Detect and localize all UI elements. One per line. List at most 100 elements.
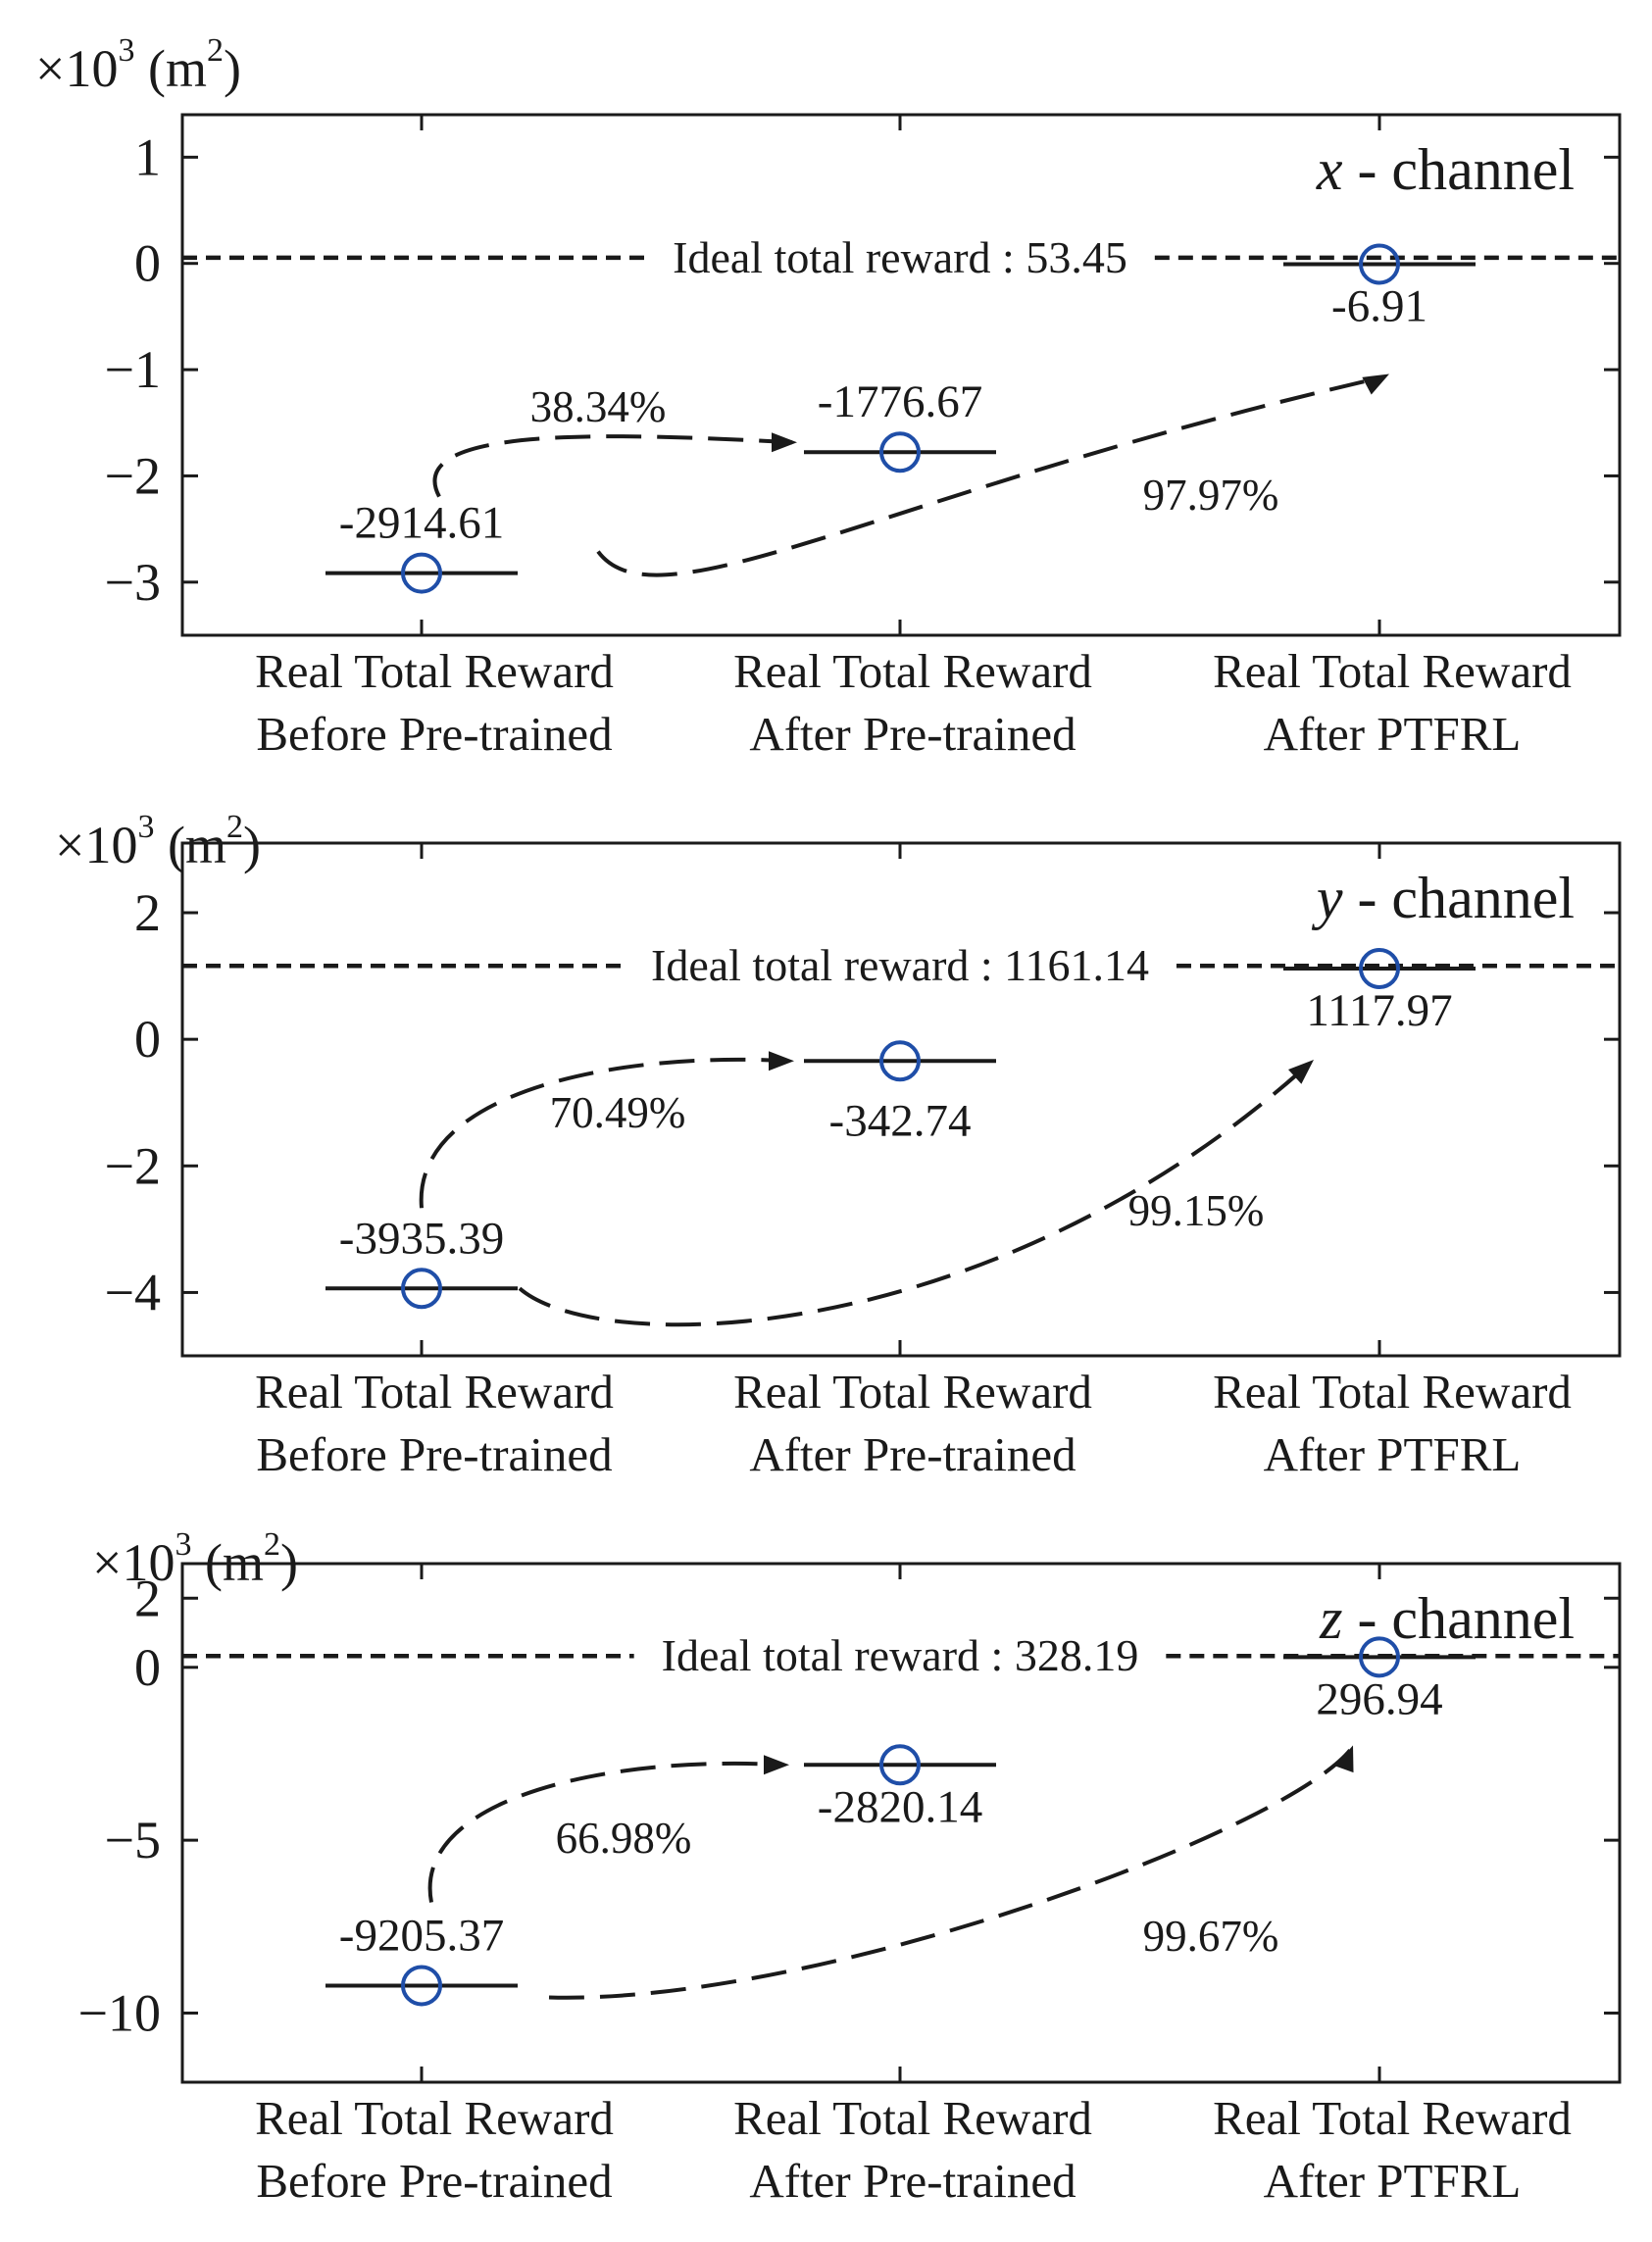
improvement-percent-label: 38.34% [530,382,667,431]
x-tick-label: After Pre-trained [749,2154,1076,2208]
channel-var: x [1316,137,1343,202]
unit-prefix: ×10 [55,816,137,874]
y-tick-label: 1 [134,127,161,186]
arrowhead [1334,1745,1354,1773]
improvement-arrow [596,374,1385,577]
y-tick-label: −1 [105,340,161,399]
y-tick-label: −5 [105,1811,161,1869]
reward-value-label: -6.91 [1331,280,1427,331]
x-tick-label: After Pre-trained [749,707,1076,761]
reward-point [879,431,921,473]
reward-point [1359,243,1400,285]
channel-var: z [1319,1586,1342,1651]
unit-suffix: ) [280,1533,298,1592]
improvement-percent-label: 70.49% [550,1088,686,1137]
unit-mid: (m [134,39,207,98]
reward-value-label: 296.94 [1316,1673,1442,1724]
panel-y: 2 0 −2 −4 Real Total Reward Before Pre-traine… [55,809,1622,1481]
reward-value-label: -9205.37 [339,1910,504,1961]
y-tick-label: 0 [134,1010,161,1069]
unit-mid: (m [191,1533,264,1592]
panel-x: 1 0 −1 −2 −3 Real Total Reward Before Pre-trai… [35,32,1622,761]
arrowhead [764,1755,789,1775]
improvement-arrow [432,434,793,498]
y-tick-label: −3 [105,553,161,612]
reward-point [401,552,442,594]
unit-exponent: 3 [175,1526,191,1563]
unit-exponent: 3 [118,32,134,69]
arrowhead [772,432,797,453]
improvement-arrow [427,1761,783,1903]
reward-value-label: 1117.97 [1306,985,1452,1036]
channel-var: y [1311,866,1343,930]
unit-prefix: ×10 [92,1533,175,1592]
y-tick-label: −4 [105,1263,161,1321]
y-tick-label: 2 [134,1569,161,1627]
improvement-percent-label: 66.98% [556,1814,692,1863]
unit-exponent2: 2 [207,32,224,69]
y-tick-label: −2 [105,1136,161,1195]
x-tick-label: After PTFRL [1264,707,1522,761]
x-tick-label: Real Total Reward [733,1365,1092,1419]
unit-exponent2: 2 [226,809,243,845]
y-unit-label: ×103 (m2) [55,809,261,874]
x-tick-label: Real Total Reward [733,2091,1092,2145]
reward-value-label: -2820.14 [818,1781,982,1832]
improvement-arrow [518,1065,1308,1327]
x-tick-label: Real Total Reward [1213,644,1572,698]
y-tick-label: 0 [134,234,161,293]
unit-mid: (m [154,816,226,874]
x-tick-label: After PTFRL [1264,1427,1522,1481]
arrowhead [769,1051,794,1071]
ideal-reward-label: Ideal total reward : 328.19 [662,1630,1139,1680]
channel-title: y - channel [1311,866,1575,930]
x-tick-label: Before Pre-trained [256,2154,612,2208]
x-tick-label: Real Total Reward [1213,1365,1572,1419]
y-tick-label: −10 [78,1983,161,2042]
y-tick-label: 0 [134,1638,161,1697]
x-tick-label: Real Total Reward [733,644,1092,698]
improvement-percent-label: 97.97% [1143,471,1279,520]
arrowhead [1362,374,1389,395]
x-tick-label: Real Total Reward [1213,2091,1572,2145]
reward-point [401,1268,442,1310]
x-tick-label: Before Pre-trained [256,1427,612,1481]
reward-value-label: -3935.39 [339,1213,504,1264]
unit-exponent: 3 [137,809,154,845]
y-unit-label: ×103 (m2) [35,32,241,98]
x-tick-label: Before Pre-trained [256,707,612,761]
improvement-percent-label: 99.15% [1128,1186,1265,1235]
channel-title: x - channel [1316,137,1575,202]
x-tick-label: Real Total Reward [255,2091,614,2145]
channel-rest: - channel [1342,1586,1575,1651]
reward-point [879,1744,921,1786]
unit-prefix: ×10 [35,39,118,98]
reward-value-label: -2914.61 [339,498,504,549]
unit-exponent2: 2 [264,1526,280,1563]
channel-rest: - channel [1342,866,1575,930]
unit-suffix: ) [224,39,241,98]
reward-value-label: -1776.67 [818,376,982,427]
ideal-reward-label: Ideal total reward : 1161.14 [651,940,1149,990]
ideal-reward-label: Ideal total reward : 53.45 [673,232,1127,282]
channel-title: z - channel [1319,1586,1575,1651]
channel-rest: - channel [1342,137,1575,202]
improvement-arrow [419,1057,788,1209]
reward-point [879,1040,921,1082]
y-tick-label: 2 [134,883,161,942]
x-tick-label: Real Total Reward [255,1365,614,1419]
x-tick-label: After Pre-trained [749,1427,1076,1481]
x-tick-label: After PTFRL [1264,2154,1522,2208]
improvement-arrow [548,1749,1352,2000]
y-tick-label: −2 [105,446,161,505]
reward-point [401,1965,442,2007]
unit-suffix: ) [243,816,261,874]
reward-point [1359,947,1400,989]
x-tick-label: Real Total Reward [255,644,614,698]
reward-point [1359,1636,1400,1678]
reward-value-label: -342.74 [829,1095,972,1146]
arrowhead [1287,1059,1314,1084]
panel-z: 2 0 −5 −10 Real Total Reward Before Pre-train… [78,1526,1622,2208]
improvement-percent-label: 99.67% [1143,1912,1279,1961]
